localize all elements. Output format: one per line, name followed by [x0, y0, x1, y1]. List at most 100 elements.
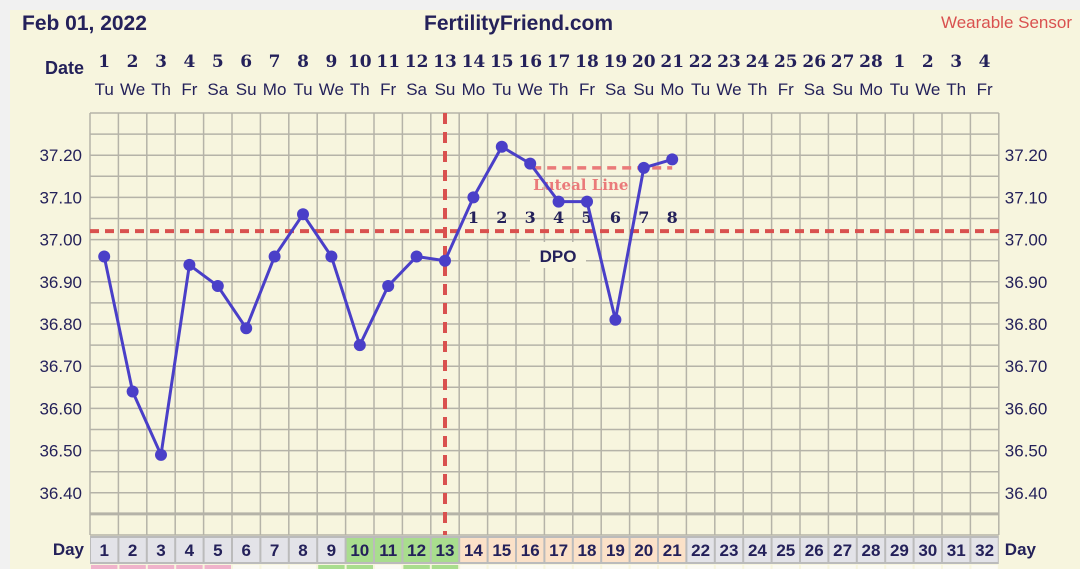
y-tick-right: 36.60 — [1005, 399, 1048, 418]
weekday-label: Fr — [181, 80, 197, 99]
bottom-strip-cell — [91, 565, 118, 569]
weekday-label: Mo — [660, 80, 684, 99]
temperature-point[interactable] — [666, 153, 679, 166]
day-number: 4 — [185, 541, 195, 560]
dpo-label: DPO — [540, 247, 577, 266]
y-tick-right: 36.90 — [1005, 273, 1048, 292]
temperature-point[interactable] — [467, 191, 480, 204]
day-number: 1 — [99, 541, 108, 560]
day-cell — [772, 538, 799, 562]
day-number: 12 — [407, 541, 426, 560]
temperature-point[interactable] — [183, 258, 196, 271]
bottom-strip-cell — [744, 565, 771, 569]
temperature-point[interactable] — [410, 250, 423, 263]
weekday-label: Fr — [579, 80, 595, 99]
temperature-point[interactable] — [353, 339, 366, 352]
bottom-strip-cell — [431, 565, 459, 569]
day-cell — [91, 538, 118, 562]
bottom-strip-cell — [375, 565, 402, 569]
day-cell — [346, 538, 373, 562]
date-label: 8 — [297, 52, 309, 72]
temperature-point[interactable] — [552, 195, 565, 208]
date-label: 18 — [575, 52, 599, 72]
temperature-point[interactable] — [637, 161, 650, 174]
temperature-point[interactable] — [524, 157, 537, 170]
weekday-label: Tu — [691, 80, 710, 99]
bottom-strip-cell — [233, 565, 260, 569]
weekday-label: Tu — [492, 80, 511, 99]
dpo-number: 5 — [581, 208, 592, 227]
date-label: 14 — [462, 52, 486, 72]
temperature-point[interactable] — [495, 140, 508, 153]
temperature-point[interactable] — [126, 385, 139, 398]
temperature-point[interactable] — [439, 254, 451, 267]
dpo-number: 2 — [496, 208, 507, 227]
date-label: 12 — [405, 52, 429, 72]
weekday-label: Th — [747, 80, 767, 99]
y-tick-right: 36.70 — [1005, 357, 1048, 376]
bottom-strip-cell — [857, 565, 885, 569]
y-tick-right: 37.00 — [1005, 231, 1048, 250]
y-tick-left: 36.50 — [39, 442, 82, 461]
temperature-point[interactable] — [211, 280, 224, 293]
date-label: 7 — [269, 52, 281, 72]
bottom-strip-cell — [147, 565, 175, 569]
bottom-strip-cell — [261, 565, 288, 569]
bottom-strip-cell — [602, 565, 629, 569]
y-tick-left: 37.10 — [39, 188, 82, 207]
day-cell — [744, 538, 771, 562]
bottom-strip-cell — [346, 565, 373, 569]
day-cell — [119, 538, 146, 562]
day-number: 31 — [947, 541, 966, 560]
date-label: 9 — [325, 52, 337, 72]
dpo-number: 8 — [667, 208, 678, 227]
date-label: 19 — [604, 52, 628, 72]
day-cell — [602, 538, 629, 562]
dpo-number: 1 — [468, 208, 479, 227]
temperature-point[interactable] — [268, 250, 281, 263]
day-cell — [573, 538, 601, 562]
date-label: 16 — [518, 52, 542, 72]
weekday-label: Mo — [462, 80, 486, 99]
temperature-point[interactable] — [581, 195, 593, 208]
bottom-strip-cell — [517, 565, 544, 569]
day-number: 3 — [156, 541, 165, 560]
date-label: 2 — [127, 52, 139, 72]
temperature-point[interactable] — [382, 280, 395, 293]
day-number: 32 — [975, 541, 994, 560]
date-label: 4 — [183, 52, 195, 72]
day-cell — [318, 538, 345, 562]
day-number: 22 — [691, 541, 710, 560]
day-cell — [545, 538, 572, 562]
day-number: 5 — [213, 541, 222, 560]
weekday-label: We — [319, 80, 344, 99]
temperature-point[interactable] — [297, 208, 309, 221]
day-number: 9 — [327, 541, 336, 560]
day-number: 8 — [298, 541, 307, 560]
temperature-point[interactable] — [325, 250, 338, 263]
day-number: 23 — [720, 541, 739, 560]
bottom-strip-cell — [829, 565, 856, 569]
temperature-point[interactable] — [609, 313, 622, 326]
chart-date: Feb 01, 2022 — [22, 12, 147, 35]
day-cell — [403, 538, 430, 562]
day-cell — [460, 538, 487, 562]
y-tick-left: 36.70 — [39, 357, 82, 376]
temperature-point[interactable] — [98, 250, 111, 263]
y-tick-right: 36.40 — [1005, 484, 1048, 503]
temperature-point[interactable] — [240, 322, 253, 335]
weekday-label: Sa — [406, 80, 427, 99]
temperature-point[interactable] — [155, 448, 167, 461]
site-title[interactable]: FertilityFriend.com — [424, 12, 614, 35]
day-cell — [659, 538, 686, 562]
day-number: 28 — [862, 541, 881, 560]
dpo-number: 4 — [553, 208, 564, 227]
date-label: 1 — [893, 52, 905, 72]
day-number: 7 — [270, 541, 279, 560]
wearable-sensor-label: Wearable Sensor — [940, 13, 1072, 32]
day-cell — [715, 538, 743, 562]
day-row-label-left: Day — [53, 540, 85, 559]
y-tick-left: 36.60 — [39, 399, 82, 418]
weekday-label: Fr — [778, 80, 794, 99]
